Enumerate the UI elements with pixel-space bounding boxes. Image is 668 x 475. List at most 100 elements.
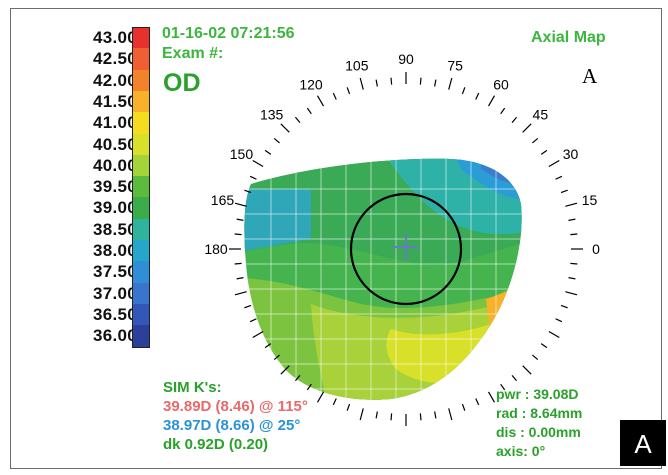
degree-tick: [532, 354, 539, 361]
degree-tick: [555, 175, 563, 180]
scale-value: 38.00: [92, 241, 137, 260]
exam-datetime: 01-16-02 07:21:56: [162, 25, 295, 42]
scale-row: 39.00: [11, 197, 161, 220]
scale-row: 40.50: [11, 133, 161, 156]
scale-swatch: [132, 154, 150, 177]
scale-value: 39.00: [92, 198, 137, 218]
scale-swatch: [132, 69, 150, 92]
scale-row: 42.00: [11, 69, 161, 92]
degree-tick: [434, 411, 437, 419]
degree-tick: [568, 277, 576, 280]
degree-label: 15: [582, 192, 598, 208]
scale-swatch: [132, 325, 150, 348]
degree-tick: [434, 79, 437, 87]
degree-tick: [522, 123, 532, 133]
degree-ticks: [229, 72, 583, 426]
degree-tick: [532, 137, 539, 144]
scale-swatch: [132, 303, 150, 326]
degree-tick: [375, 79, 378, 87]
scale-value: 38.50: [92, 219, 137, 239]
degree-tick: [273, 137, 280, 144]
sim-k-title: SIM K's:: [163, 379, 222, 396]
degree-tick: [548, 159, 560, 168]
topography-panel: 43.00 42.50 42.00 41.50 41.00 40.50 40.00 39.50…: [10, 8, 662, 469]
scale-value: 37.00: [92, 283, 137, 303]
scale-swatch: [132, 48, 150, 71]
scale-value: 42.50: [92, 49, 137, 69]
scale-row: 38.00: [11, 240, 161, 262]
scale-value: 36.00: [92, 326, 137, 346]
degree-label: 120: [299, 76, 323, 92]
degree-tick: [500, 383, 506, 391]
degree-tick: [264, 149, 272, 155]
degree-tick: [419, 77, 422, 85]
scale-swatch: [132, 261, 150, 284]
degree-label: 180: [204, 241, 228, 257]
degree-tick: [548, 330, 560, 339]
degree-tick: [419, 413, 422, 421]
degree-tick: [244, 189, 252, 194]
stat-axis: axis: 0°: [496, 443, 546, 459]
degree-tick: [273, 354, 280, 361]
panel-letter: A: [582, 64, 598, 88]
degree-tick: [461, 403, 466, 411]
scale-row: 43.00: [11, 27, 161, 49]
scale-value: 39.50: [92, 177, 137, 197]
exam-number-label: Exam #:: [162, 45, 224, 62]
degree-label: 165: [211, 192, 235, 208]
degree-tick: [234, 202, 247, 207]
scale-value: 40.50: [92, 134, 137, 154]
sim-k-steep: 39.89D (8.46) @ 115°: [163, 398, 308, 415]
scale-row: 38.50: [11, 218, 161, 241]
scale-row: 36.00: [11, 325, 161, 348]
scale-row: 40.00: [11, 154, 161, 177]
degree-tick: [332, 398, 337, 406]
scale-bottom-edge: [132, 346, 150, 348]
scale-row: 37.00: [11, 282, 161, 305]
degree-label: 135: [260, 107, 284, 123]
degree-tick: [570, 262, 578, 265]
sim-k-flat: 38.97D (8.66) @ 25°: [163, 417, 301, 434]
degree-tick: [487, 95, 496, 107]
corner-panel-label: A: [620, 420, 666, 466]
sim-k-delta: dk 0.92D (0.20): [163, 436, 269, 453]
degree-tick: [375, 411, 378, 419]
scale-value: 36.50: [92, 304, 137, 324]
degree-tick: [448, 77, 453, 90]
degree-label: 105: [345, 57, 369, 73]
degree-tick: [475, 92, 480, 100]
degree-tick: [249, 318, 257, 323]
degree-tick: [294, 375, 301, 382]
eye-label: OD: [163, 69, 201, 97]
degree-tick: [448, 408, 453, 421]
degree-label: 90: [398, 51, 414, 67]
degree-tick: [294, 116, 301, 123]
degree-tick: [346, 403, 351, 411]
degree-label: 150: [230, 146, 254, 162]
degree-label: 0: [592, 241, 600, 257]
scale-value: 43.00: [92, 28, 137, 47]
degree-tick: [332, 92, 337, 100]
degree-tick: [500, 107, 506, 115]
scale-row: 41.00: [11, 112, 161, 135]
degree-tick: [264, 343, 272, 349]
scale-row: 41.50: [11, 90, 161, 113]
degree-tick: [236, 277, 244, 280]
cornea-color-map: [244, 158, 522, 400]
degree-tick: [316, 95, 325, 107]
scale-row: 37.50: [11, 261, 161, 284]
degree-tick: [511, 116, 518, 123]
center-cross: [393, 234, 419, 260]
degree-tick: [280, 365, 290, 375]
degree-label: 45: [533, 107, 549, 123]
degree-tick: [244, 304, 252, 309]
scale-swatch: [132, 133, 150, 156]
degree-tick: [390, 77, 393, 85]
scale-swatch: [132, 90, 150, 113]
degree-label: 30: [563, 146, 579, 162]
degree-tick: [316, 391, 325, 403]
degree-tick: [568, 218, 576, 221]
scale-row: 36.50: [11, 303, 161, 326]
